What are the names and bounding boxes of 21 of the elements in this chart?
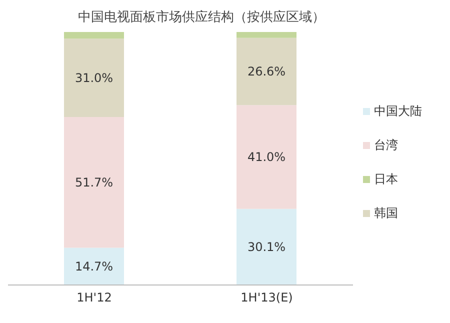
data-label: 26.6% [247,64,286,78]
data-label: 41.0% [247,150,286,164]
bar [64,248,124,285]
bar [236,38,296,106]
x-tick-label: 1H'13(E) [240,290,293,305]
x-tick-label: 1H'12 [76,290,112,305]
data-label: 51.7% [74,175,114,190]
bar [236,32,296,38]
bar [64,117,124,248]
chart-title: 中国电视面板市场供应结构（按供应区域） [78,9,325,26]
data-label: 30.1% [247,240,286,254]
legend-label: 日本 [374,172,398,186]
data-label: 14.7% [74,259,114,274]
bar [64,32,124,39]
legend-label: 中国大陆 [374,104,422,118]
legend-label: 韩国 [374,206,398,220]
bar [236,105,296,209]
legend-label: 台湾 [374,138,398,152]
bar [64,38,124,118]
data-label: 31.0% [74,70,114,85]
bar [236,208,296,285]
